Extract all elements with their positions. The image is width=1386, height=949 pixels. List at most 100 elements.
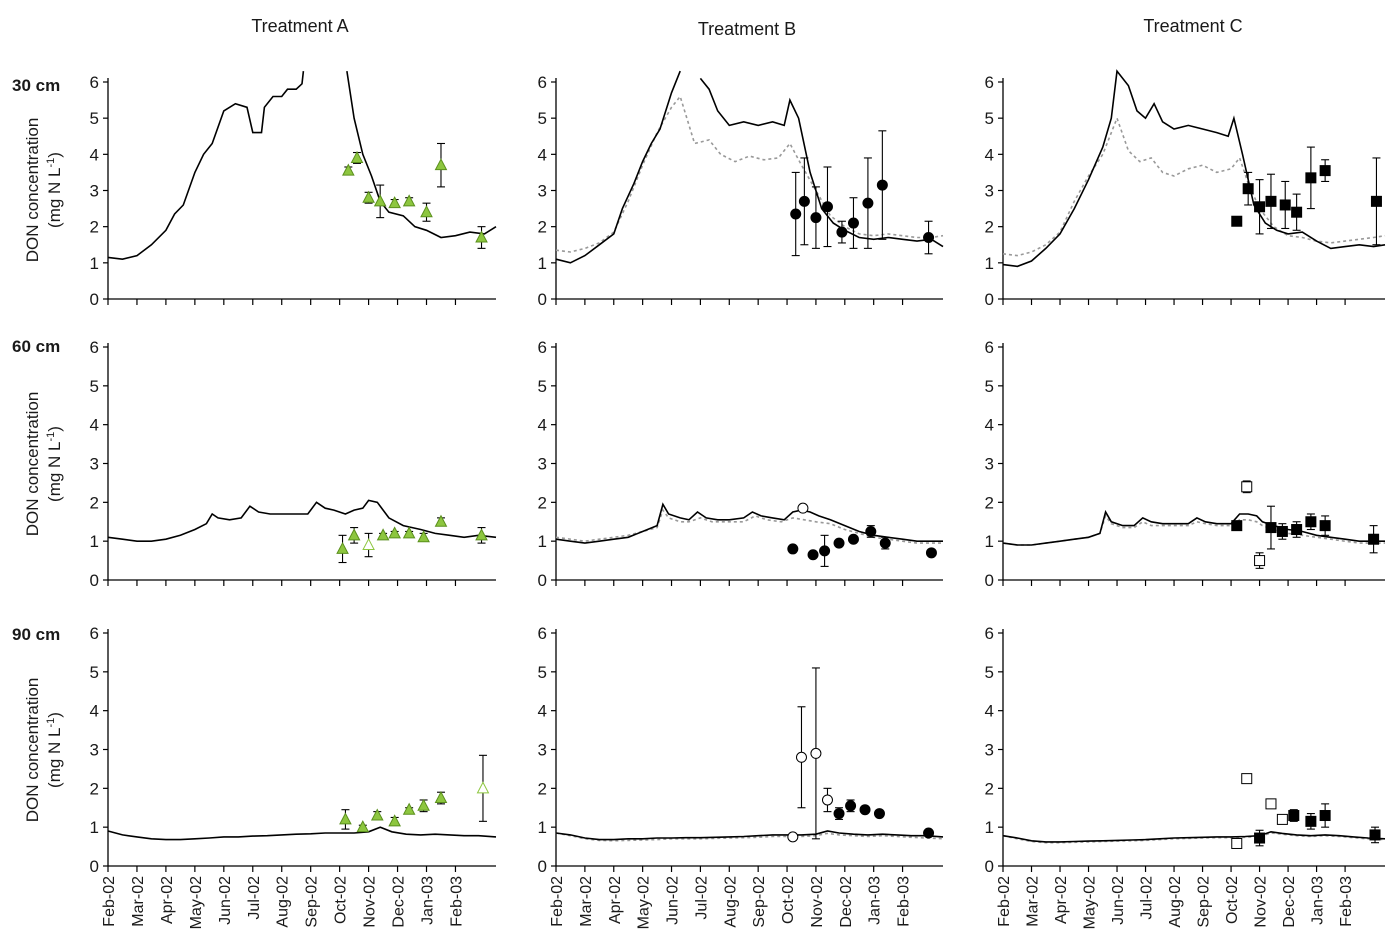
data-point [847, 217, 859, 229]
simulated-line-dashed [555, 94, 944, 253]
data-point [833, 537, 845, 549]
y-axis-title-row1: DON concentration (mg N L-1) [23, 118, 64, 263]
data-point [923, 827, 935, 839]
data-point [373, 194, 387, 207]
y-tick-label: 0 [985, 290, 994, 309]
y-tick-label: 5 [90, 109, 99, 128]
data-point [787, 543, 799, 555]
y-tick-label: 2 [538, 779, 547, 798]
x-tick-label: Jul-02 [1139, 876, 1156, 920]
y-tick-label: 1 [538, 818, 547, 837]
y-axis-title-line1: DON concentration [23, 678, 42, 823]
y-axis-title-line2: (mg N L-1) [45, 152, 64, 228]
data-point [342, 163, 355, 176]
data-point [417, 798, 430, 811]
y-tick-label: 2 [538, 493, 547, 512]
depth-label-60: 60 cm [12, 337, 60, 356]
y-tick-label: 2 [90, 493, 99, 512]
x-tick-label: Jul-02 [246, 876, 263, 920]
data-point [402, 526, 416, 539]
x-tick-label: May-02 [1082, 876, 1099, 929]
simulated-line-dashed [555, 832, 944, 842]
y-tick-label: 2 [538, 218, 547, 237]
data-point [1231, 520, 1243, 532]
y-tick-label: 4 [90, 416, 99, 435]
y-tick-label: 6 [985, 624, 994, 643]
y-tick-label: 3 [538, 455, 547, 474]
y-tick-label: 4 [90, 702, 99, 721]
column-title-c: Treatment C [1143, 16, 1242, 36]
x-tick-label: Feb-03 [448, 876, 465, 927]
x-tick-label: Oct-02 [780, 876, 797, 924]
x-tick-label: Jan-03 [1310, 876, 1327, 925]
y-tick-label: 4 [538, 145, 547, 164]
y-tick-label: 2 [90, 218, 99, 237]
data-point [859, 804, 871, 816]
y-tick-label: 1 [985, 254, 994, 273]
data-point [1276, 525, 1288, 537]
y-tick-label: 0 [90, 857, 99, 876]
x-tick-label: Sep-02 [1196, 876, 1213, 928]
data-point [833, 808, 845, 820]
x-tick-label: Feb-02 [549, 876, 566, 927]
y-tick-label: 0 [538, 571, 547, 590]
x-tick-label: Apr-02 [1053, 876, 1070, 924]
x-tick-label: Jan-03 [867, 876, 884, 925]
x-tick-label: Jun-02 [217, 876, 234, 925]
y-tick-label: 4 [538, 702, 547, 721]
data-point [810, 747, 822, 759]
data-point [1241, 481, 1253, 493]
y-tick-label: 1 [985, 532, 994, 551]
y-tick-label: 4 [538, 416, 547, 435]
y-tick-label: 2 [985, 218, 994, 237]
x-tick-label: Sep-02 [751, 876, 768, 928]
panel-C30: 0 1 2 3 4 5 6 [985, 69, 1386, 309]
x-tick-label: Apr-02 [607, 876, 624, 924]
y-axis-title-line2: (mg N L-1) [45, 426, 64, 502]
panel-A30: 0 1 2 3 4 5 6 [90, 70, 497, 309]
simulated-line [555, 830, 944, 841]
x-tick-label: Jan-03 [420, 876, 437, 925]
data-point [1254, 832, 1266, 844]
y-tick-label: 6 [985, 338, 994, 357]
y-axis-title-row2: DON concentration (mg N L-1) [23, 392, 64, 537]
x-tick-label: Apr-02 [159, 876, 176, 924]
y-tick-label: 6 [90, 73, 99, 92]
depth-label-90: 90 cm [12, 625, 60, 644]
data-point [1231, 837, 1243, 849]
x-tick-label: Mar-02 [578, 876, 595, 927]
simulated-line [1002, 69, 1386, 268]
panel-A60: 0 1 2 3 4 5 6 [90, 338, 497, 590]
y-tick-label: 1 [90, 254, 99, 273]
y-tick-label: 6 [90, 338, 99, 357]
x-tick-label: Mar-02 [130, 876, 147, 927]
data-point [807, 549, 819, 561]
y-tick-label: 3 [538, 741, 547, 760]
data-point [434, 158, 448, 171]
y-tick-label: 3 [985, 455, 994, 474]
x-tick-label: Aug-02 [722, 876, 739, 928]
x-tick-label: Feb-03 [1338, 876, 1355, 927]
panel-C90: 0 1 2 3 4 5 6 Feb-02 Mar-02 Apr-02 May-02 Jun-02 Jul… [985, 624, 1386, 929]
data-point [420, 205, 433, 218]
simulated-line-segment [699, 77, 944, 248]
data-point [847, 533, 859, 545]
data-point [1265, 798, 1277, 810]
y-tick-label: 3 [985, 182, 994, 201]
y-tick-label: 5 [538, 377, 547, 396]
data-point [339, 812, 352, 825]
y-tick-label: 0 [538, 290, 547, 309]
data-point [862, 197, 874, 209]
data-point [434, 514, 448, 527]
data-point [362, 537, 375, 551]
y-tick-label: 3 [985, 741, 994, 760]
y-tick-label: 6 [985, 73, 994, 92]
data-point [370, 808, 384, 821]
data-point [836, 226, 848, 238]
data-point [810, 212, 822, 224]
panels: 0 1 2 3 4 5 6 0 1 2 3 4 5 6 0 1 2 3 4 5 6 0 1 2 3 4 5 6 0 1 2 3 4 5 6 0 1 2 3 4… [90, 69, 1386, 929]
panel-A90: 0 1 2 3 4 5 6 Feb-02 Mar-02 Apr-02 May-02 Jun-02 Jul… [90, 624, 497, 929]
depth-label-30: 30 cm [12, 76, 60, 95]
data-point [1276, 813, 1288, 825]
y-tick-label: 6 [538, 73, 547, 92]
